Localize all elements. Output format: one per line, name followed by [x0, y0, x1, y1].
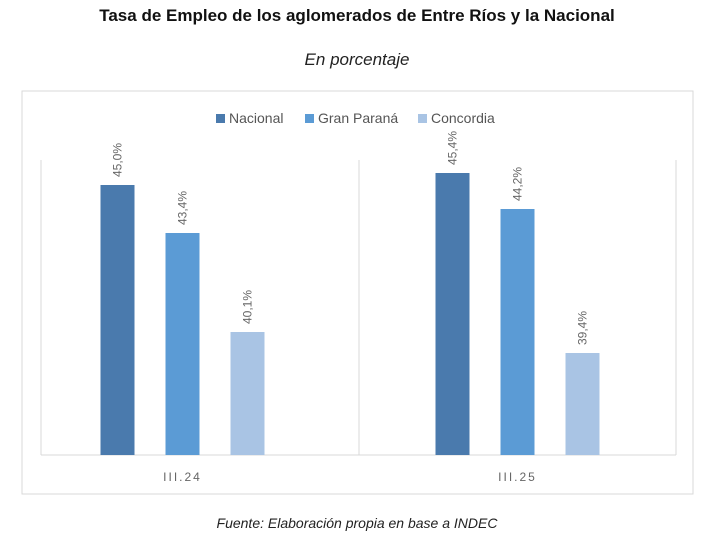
legend-swatch: [305, 114, 314, 123]
data-label: 39,4%: [576, 311, 590, 345]
bar-gran-paraná-III.24: [165, 233, 200, 455]
legend-label: Nacional: [229, 110, 283, 126]
data-label: 43,4%: [176, 191, 190, 225]
bar-nacional-III.25: [435, 173, 470, 455]
data-label: 40,1%: [241, 290, 255, 324]
legend-swatch: [216, 114, 225, 123]
bar-gran-paraná-III.25: [500, 209, 535, 455]
bar-concordia-III.24: [230, 332, 265, 455]
data-label: 45,0%: [111, 143, 125, 177]
data-label: 45,4%: [446, 131, 460, 165]
legend-label: Gran Paraná: [318, 110, 398, 126]
chart-source: Fuente: Elaboración propia en base a IND…: [216, 515, 498, 531]
chart-subtitle: En porcentaje: [304, 50, 410, 69]
bar-nacional-III.24: [100, 185, 135, 455]
legend-swatch: [418, 114, 427, 123]
legend: Nacional Gran Paraná Concordia: [216, 110, 495, 126]
chart-title: Tasa de Empleo de los aglomerados de Ent…: [99, 6, 615, 25]
data-label: 44,2%: [511, 167, 525, 201]
x-tick-label: III.25: [498, 470, 537, 484]
bar-concordia-III.25: [565, 353, 600, 455]
x-tick-label: III.24: [163, 470, 202, 484]
legend-label: Concordia: [431, 110, 495, 126]
